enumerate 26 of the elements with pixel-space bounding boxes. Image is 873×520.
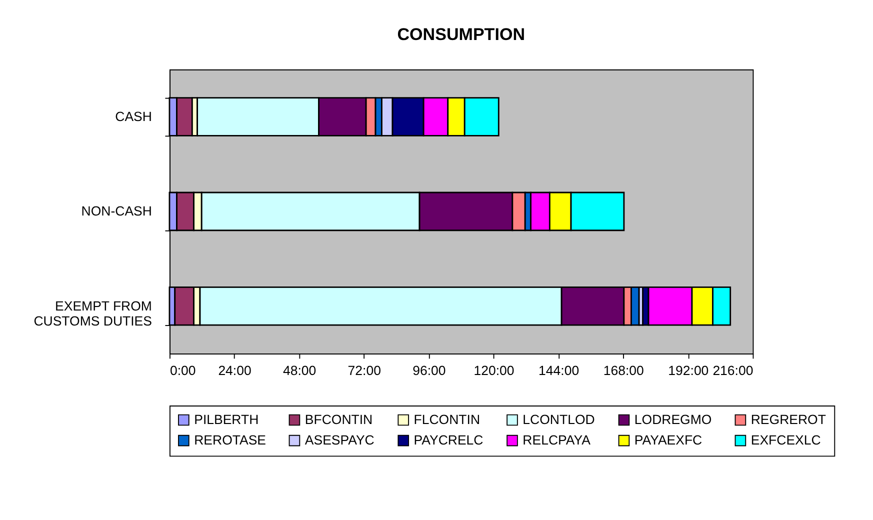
legend-label: LCONTLOD (522, 412, 595, 427)
y-tick-label: CASH (115, 109, 152, 124)
x-tick-label: 96:00 (412, 362, 446, 378)
legend-label: RELCPAYA (522, 432, 591, 448)
legend-label: PAYAEXFC (634, 432, 703, 448)
legend-label: LODREGMO (634, 412, 712, 427)
legend-label: REROTASE (194, 432, 266, 448)
y-tick-label: NON-CASH (81, 204, 152, 219)
x-tick-label: 144:00 (538, 362, 580, 378)
x-tick-label: 168:00 (603, 362, 644, 378)
legend-label: BFCONTIN (304, 412, 373, 427)
x-tick-label: 216:00 (712, 362, 754, 378)
legend-label: FLCONTIN (414, 412, 480, 427)
x-tick-label: 72:00 (348, 362, 381, 378)
chart-title: CONSUMPTION (397, 25, 525, 44)
legend-label: PAYCRELC (414, 432, 484, 448)
x-tick-label: 48:00 (282, 362, 316, 378)
y-tick-label: EXEMPT FROM CUSTOMS DUTIES (34, 298, 152, 329)
x-tick-label: 120:00 (474, 362, 514, 378)
legend-label: PILBERTH (194, 412, 259, 427)
x-tick-label: 24:00 (218, 362, 252, 378)
x-tick-label: 0:00 (170, 362, 196, 378)
legend-label: EXFCEXLC (750, 432, 822, 448)
legend-label: REGREROT (750, 412, 826, 427)
x-tick-label: 192:00 (668, 362, 709, 378)
legend-label: ASESPAYC (304, 432, 375, 448)
